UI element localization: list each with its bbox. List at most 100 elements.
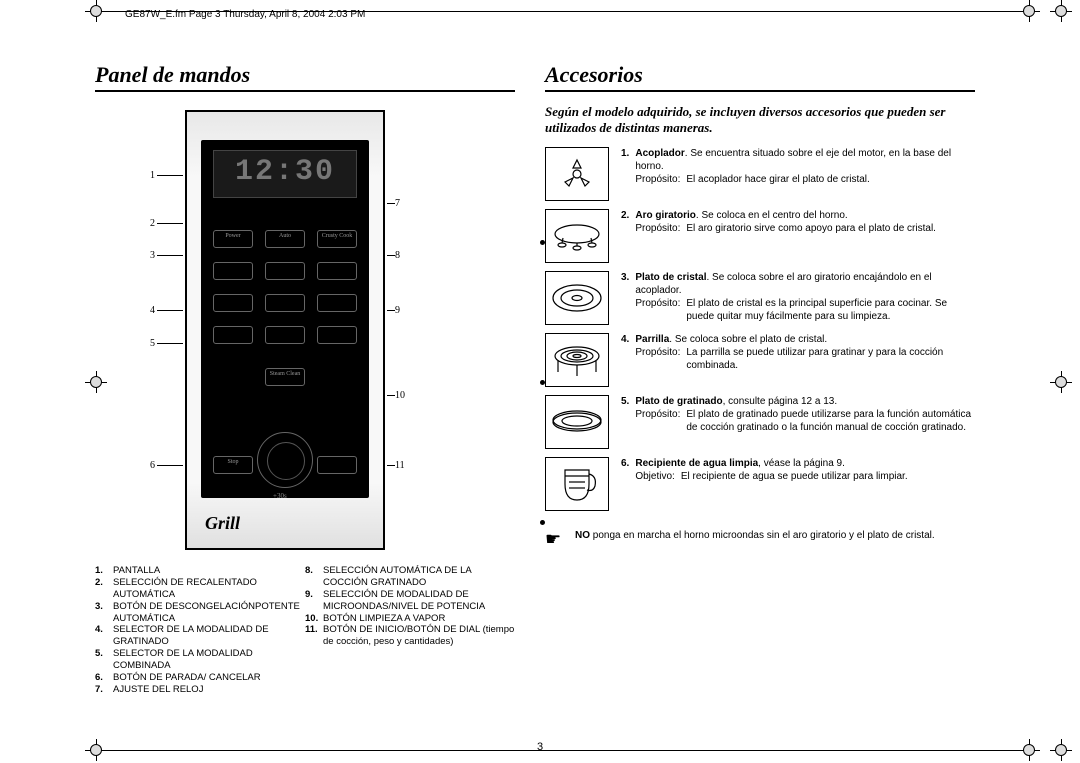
accessory-prop-label: Propósito: — [635, 173, 686, 186]
cropmark — [1018, 0, 1040, 22]
accessory-item: 4.Parrilla. Se coloca sobre el plato de … — [545, 333, 975, 387]
column-accesorios: Accesorios Según el modelo adquirido, se… — [535, 62, 975, 696]
plus30-label: +30s — [273, 492, 287, 500]
callout-num: 7 — [395, 198, 415, 209]
button-row — [213, 294, 357, 312]
legend-item: 5.SELECTOR DE LA MODALIDAD COMBINADA — [95, 648, 305, 672]
callout-num: 10 — [395, 390, 415, 401]
power-button-icon: Power — [213, 230, 253, 248]
digital-display: 12:30 — [213, 150, 357, 198]
legend-text: BOTÓN DE INICIO/BOTÓN DE DIAL (tiempo de… — [323, 624, 515, 648]
warning-note: ☛ NO ponga en marcha el horno microondas… — [545, 529, 975, 550]
control-panel-diagram: 1 2 3 4 5 6 7 8 9 10 — [135, 110, 515, 550]
legend-num: 8. — [305, 565, 323, 589]
callout-num: 8 — [395, 250, 415, 261]
accessory-num: 2. — [621, 209, 635, 222]
accessory-num: 4. — [621, 333, 635, 346]
accessory-prop-text: El aro giratorio sirve como apoyo para e… — [686, 222, 936, 235]
legend-text: BOTÓN DE DESCONGELACIÓNPOTENTE AUTOMÁTIC… — [113, 601, 305, 625]
panel-button — [265, 262, 305, 280]
legend-text: PANTALLA — [113, 565, 160, 577]
accessory-prop-label: Propósito: — [635, 346, 686, 372]
button-row: Power Auto Crusty Cook — [213, 230, 357, 248]
callout-lead — [387, 465, 395, 466]
control-panel-face: 12:30 Power Auto Crusty Cook — [185, 110, 385, 550]
accessory-item: 2.Aro giratorio. Se coloca en el centro … — [545, 209, 975, 263]
panel-black-area: 12:30 Power Auto Crusty Cook — [201, 140, 369, 498]
section-title-accesorios: Accesorios — [545, 62, 975, 92]
warning-bold: NO — [575, 530, 590, 541]
legend-item: 11.BOTÓN DE INICIO/BOTÓN DE DIAL (tiempo… — [305, 624, 515, 648]
page: GE87W_E.fm Page 3 Thursday, April 8, 200… — [0, 0, 1080, 763]
accessory-item: 1.Acoplador. Se encuentra situado sobre … — [545, 147, 975, 201]
callout-num: 6 — [135, 460, 155, 471]
accessory-text: 4.Parrilla. Se coloca sobre el plato de … — [621, 333, 975, 387]
legend-text: BOTÓN DE PARADA/ CANCELAR — [113, 672, 261, 684]
accessory-desc: Aro giratorio. Se coloca en el centro de… — [635, 209, 936, 222]
legend-item: 6.BOTÓN DE PARADA/ CANCELAR — [95, 672, 305, 684]
legend-text: SELECCIÓN DE MODALIDAD DE MICROONDAS/NIV… — [323, 589, 515, 613]
button-row — [213, 326, 357, 344]
legend-num: 3. — [95, 601, 113, 625]
legend-text: SELECCIÓN DE RECALENTADO AUTOMÁTICA — [113, 577, 305, 601]
cropmark — [1018, 739, 1040, 761]
pointing-hand-icon: ☛ — [545, 529, 575, 550]
button-row — [213, 262, 357, 280]
accessory-prop-label: Propósito: — [635, 222, 686, 235]
callout-lead — [387, 395, 395, 396]
panel-button — [213, 262, 253, 280]
callout-num: 1 — [135, 170, 155, 181]
legend-list-right: 8.SELECCIÓN AUTOMÁTICA DE LA COCCIÓN GRA… — [305, 565, 515, 648]
legend-num: 9. — [305, 589, 323, 613]
page-number: 3 — [537, 741, 543, 753]
legend-num: 10. — [305, 613, 323, 625]
start-button — [317, 456, 357, 474]
accessory-item: 5.Plato de gratinado, consulte página 12… — [545, 395, 975, 449]
panel-button — [317, 326, 357, 344]
cropmark — [1050, 371, 1072, 393]
legend-item: 1.PANTALLA — [95, 565, 305, 577]
legend-text: AJUSTE DEL RELOJ — [113, 684, 203, 696]
legend-num: 4. — [95, 624, 113, 648]
callout-lead — [387, 310, 395, 311]
callout-lead — [157, 175, 183, 176]
legend-list-left: 1.PANTALLA2.SELECCIÓN DE RECALENTADO AUT… — [95, 565, 305, 696]
cropmark — [1050, 739, 1072, 761]
accessory-prop-text: La parrilla se puede utilizar para grati… — [686, 346, 975, 372]
accessory-item: 6.Recipiente de agua limpia, véase la pá… — [545, 457, 975, 511]
accessory-text: 3.Plato de cristal. Se coloca sobre el a… — [621, 271, 975, 325]
panel-button — [213, 294, 253, 312]
panel-button — [317, 262, 357, 280]
callout-lead — [157, 465, 183, 466]
warning-body: ponga en marcha el horno microondas sin … — [590, 530, 935, 541]
accessory-desc: Acoplador. Se encuentra situado sobre el… — [635, 147, 975, 173]
legend-text: SELECTOR DE LA MODALIDAD DE GRATINADO — [113, 624, 305, 648]
legend-num: 7. — [95, 684, 113, 696]
accessory-num: 6. — [621, 457, 635, 470]
cropmark — [85, 0, 107, 22]
callout-lead — [157, 255, 183, 256]
legend-item: 9.SELECCIÓN DE MODALIDAD DE MICROONDAS/N… — [305, 589, 515, 613]
panel-legend: 1.PANTALLA2.SELECCIÓN DE RECALENTADO AUT… — [95, 565, 515, 696]
panel-button — [265, 294, 305, 312]
accessory-prop-text: El recipiente de agua se puede utilizar … — [681, 470, 908, 483]
stop-button: Stop — [213, 456, 253, 474]
control-dial — [257, 432, 313, 488]
callout-lead — [157, 310, 183, 311]
callout-lead — [387, 203, 395, 204]
content: Panel de mandos 1 2 3 4 5 6 7 8 — [95, 0, 985, 696]
legend-num: 2. — [95, 577, 113, 601]
display-time: 12:30 — [235, 155, 335, 189]
accessory-desc: Recipiente de agua limpia, véase la pági… — [635, 457, 907, 470]
panel-button — [265, 326, 305, 344]
accessory-text: 6.Recipiente de agua limpia, véase la pá… — [621, 457, 975, 511]
legend-item: 2.SELECCIÓN DE RECALENTADO AUTOMÁTICA — [95, 577, 305, 601]
accessory-figure — [545, 271, 609, 325]
legend-num: 6. — [95, 672, 113, 684]
panel-button — [213, 326, 253, 344]
crop-line — [107, 750, 1020, 751]
accessory-text: 2.Aro giratorio. Se coloca en el centro … — [621, 209, 975, 263]
cropmark — [85, 739, 107, 761]
grill-logo: Grill — [205, 513, 240, 534]
callout-num: 4 — [135, 305, 155, 316]
